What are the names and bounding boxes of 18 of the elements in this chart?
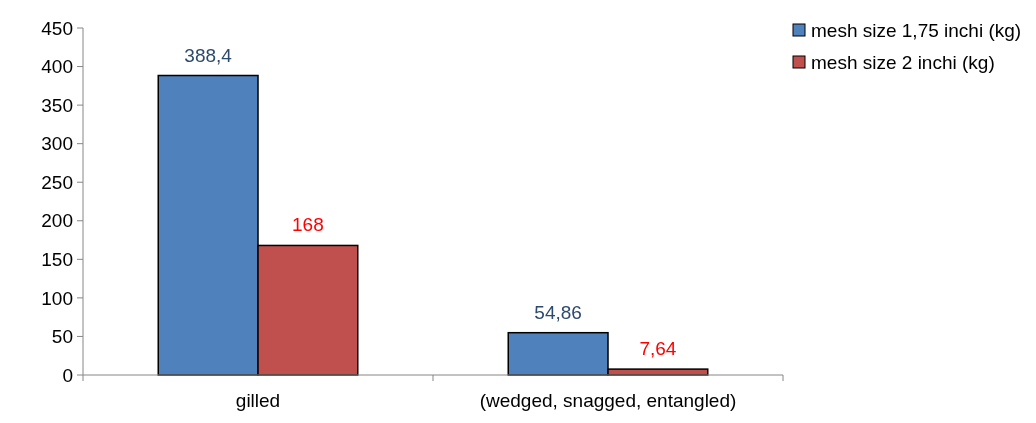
x-tick-label: gilled xyxy=(235,390,281,411)
data-label: 388,4 xyxy=(184,44,233,66)
data-label: 168 xyxy=(292,214,324,236)
y-tick-label: 150 xyxy=(41,248,73,270)
x-tick-label: (wedged, snagged, entangled) xyxy=(479,390,737,411)
y-tick-label: 200 xyxy=(41,210,73,232)
y-tick-label: 50 xyxy=(51,326,73,348)
y-tick-label: 300 xyxy=(41,133,73,155)
y-tick-label: 250 xyxy=(41,171,73,193)
y-tick-label: 100 xyxy=(41,287,73,309)
y-tick-label: 0 xyxy=(62,364,73,386)
legend-label: mesh size 2 inchi (kg) xyxy=(811,51,995,73)
y-tick-label: 450 xyxy=(41,17,73,39)
y-tick-label: 350 xyxy=(41,94,73,116)
legend-label: mesh size 1,75 inchi (kg) xyxy=(811,19,1022,41)
data-label: 7,64 xyxy=(639,338,677,360)
y-tick-label: 400 xyxy=(41,56,73,78)
data-label: 54,86 xyxy=(534,301,582,323)
